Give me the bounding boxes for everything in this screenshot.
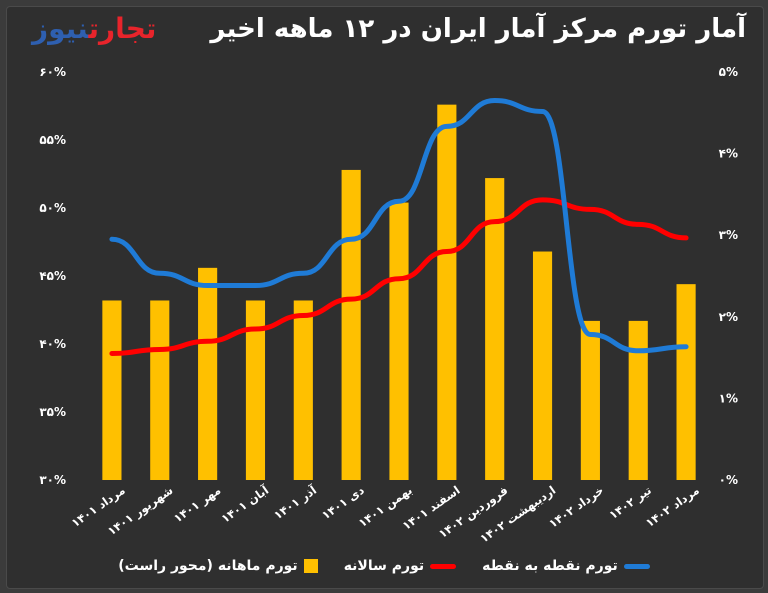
category-label: مرداد ۱۴۰۲ [643, 483, 702, 530]
left-axis-tick-label: ۳۰% [39, 473, 66, 487]
right-axis-tick-label: ۵% [719, 65, 738, 79]
logo-part-2: نیوز [32, 12, 89, 45]
legend-item-monthly: تورم ماهانه (محور راست) [118, 558, 318, 574]
bar-monthly [437, 104, 457, 480]
bar-monthly [293, 300, 313, 480]
bar-monthly [198, 267, 218, 480]
legend-swatch-point [623, 563, 650, 569]
line-annual [109, 197, 689, 357]
legend: تورم نقطه به نقطه تورم سالانه تورم ماهان… [0, 558, 768, 574]
right-axis-tick-label: ۳% [719, 228, 738, 242]
left-axis-tick-label: ۴۰% [39, 337, 66, 351]
category-label: مهر ۱۴۰۱ [171, 483, 223, 525]
legend-item-point: تورم نقطه به نقطه [482, 558, 650, 574]
legend-item-annual: تورم سالانه [343, 558, 457, 574]
right-axis-tick-label: ۲% [719, 310, 738, 324]
legend-label-monthly: تورم ماهانه (محور راست) [118, 558, 298, 574]
logo-part-1: تجارت [88, 12, 157, 45]
bar-monthly [485, 178, 505, 480]
bar-monthly [102, 300, 122, 480]
bar-monthly [580, 320, 600, 480]
bar-monthly [389, 202, 409, 480]
bar-monthly [676, 284, 696, 480]
chart-frame [6, 6, 764, 589]
legend-label-annual: تورم سالانه [343, 558, 425, 574]
category-label: آبان ۱۴۰۱ [219, 482, 273, 525]
left-axis-tick-label: ۳۵% [39, 405, 66, 419]
logo: تجارتنیوز [32, 12, 156, 45]
bar-monthly [628, 320, 648, 480]
bar-monthly [245, 300, 266, 480]
legend-swatch-annual [430, 563, 457, 569]
left-axis-tick-label: ۶۰% [39, 65, 66, 79]
legend-label-point: تورم نقطه به نقطه [482, 558, 618, 574]
right-axis-tick-label: ۰% [719, 473, 738, 487]
left-axis-tick-label: ۴۵% [39, 269, 66, 283]
bar-monthly [532, 251, 553, 480]
right-axis-tick-label: ۴% [719, 147, 738, 161]
line-point-to-point [109, 98, 689, 354]
bar-monthly [150, 300, 170, 480]
bar-monthly [341, 169, 361, 481]
right-axis-tick-label: ۱% [719, 391, 738, 405]
left-axis-tick-label: ۵۵% [39, 133, 66, 147]
left-axis-tick-label: ۵۰% [39, 201, 66, 215]
chart-title: آمار تورم مرکز آمار ایران در ۱۲ ماهه اخی… [210, 14, 746, 44]
category-label: آذر ۱۴۰۱ [271, 482, 320, 522]
legend-swatch-monthly [303, 559, 318, 573]
